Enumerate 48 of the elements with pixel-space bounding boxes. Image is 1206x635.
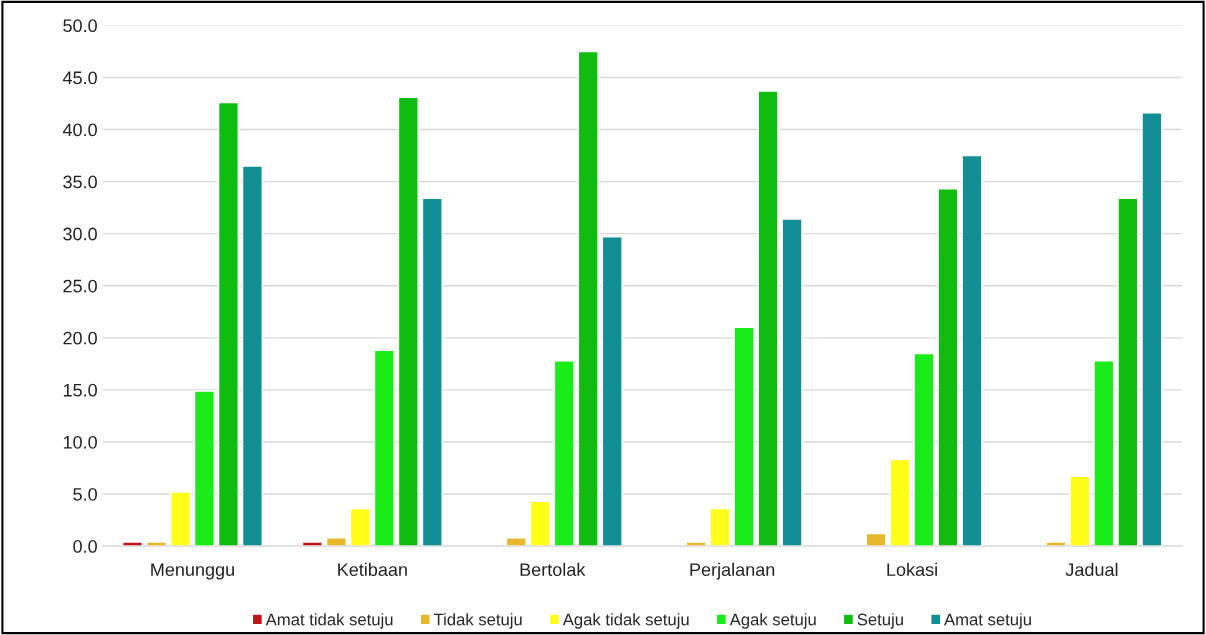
bar bbox=[397, 96, 419, 547]
x-tick-label: Perjalanan bbox=[690, 562, 775, 580]
bar bbox=[709, 507, 731, 547]
legend-label: Agak tidak setuju bbox=[562, 613, 689, 629]
bar bbox=[1117, 197, 1139, 547]
x-tick-label: Jadual bbox=[1065, 562, 1118, 577]
bar bbox=[217, 101, 239, 547]
y-tick-label: 15.0 bbox=[63, 383, 97, 397]
bar bbox=[961, 154, 983, 547]
bar bbox=[601, 236, 623, 547]
x-tick-label: Menunggu bbox=[151, 563, 234, 580]
legend-label: Tidak setuju bbox=[433, 613, 522, 629]
y-tick-label: 35.0 bbox=[63, 175, 97, 189]
y-tick-label: 40.0 bbox=[62, 123, 97, 137]
bar bbox=[1141, 112, 1163, 547]
bar bbox=[865, 532, 887, 547]
legend-label: Amat setuju bbox=[944, 613, 1031, 629]
bar bbox=[241, 165, 263, 547]
bar bbox=[781, 218, 803, 547]
bar bbox=[169, 491, 191, 547]
y-tick-label: 10.0 bbox=[63, 435, 97, 449]
legend-label: Amat tidak setuju bbox=[265, 613, 393, 629]
bar bbox=[937, 188, 959, 547]
bar bbox=[733, 326, 755, 547]
x-tick-label: Ketibaan bbox=[338, 562, 407, 577]
x-tick-label: Lokasi bbox=[887, 562, 937, 577]
bar bbox=[373, 349, 395, 547]
bar bbox=[757, 90, 779, 547]
bar bbox=[889, 458, 911, 547]
y-tick-label: 45.0 bbox=[62, 71, 97, 85]
bar bbox=[529, 500, 551, 547]
bar bbox=[577, 50, 599, 547]
legend-label: Agak setuju bbox=[729, 613, 816, 629]
legend-label: Setuju bbox=[857, 613, 903, 629]
y-tick-label: 20.0 bbox=[63, 331, 97, 345]
bar bbox=[421, 197, 443, 547]
x-tick-label: Bertolak bbox=[520, 562, 586, 577]
bar bbox=[349, 507, 371, 547]
bar bbox=[193, 390, 215, 547]
bar bbox=[1093, 360, 1115, 547]
bar bbox=[553, 360, 575, 547]
y-tick-label: 25.0 bbox=[63, 279, 97, 293]
y-tick-label: 5.0 bbox=[73, 487, 97, 501]
y-tick-label: 0.0 bbox=[73, 540, 97, 553]
bar bbox=[1069, 475, 1091, 547]
y-tick-label: 30.0 bbox=[63, 227, 97, 241]
bar bbox=[913, 352, 935, 547]
y-tick-label: 50.0 bbox=[63, 19, 97, 33]
